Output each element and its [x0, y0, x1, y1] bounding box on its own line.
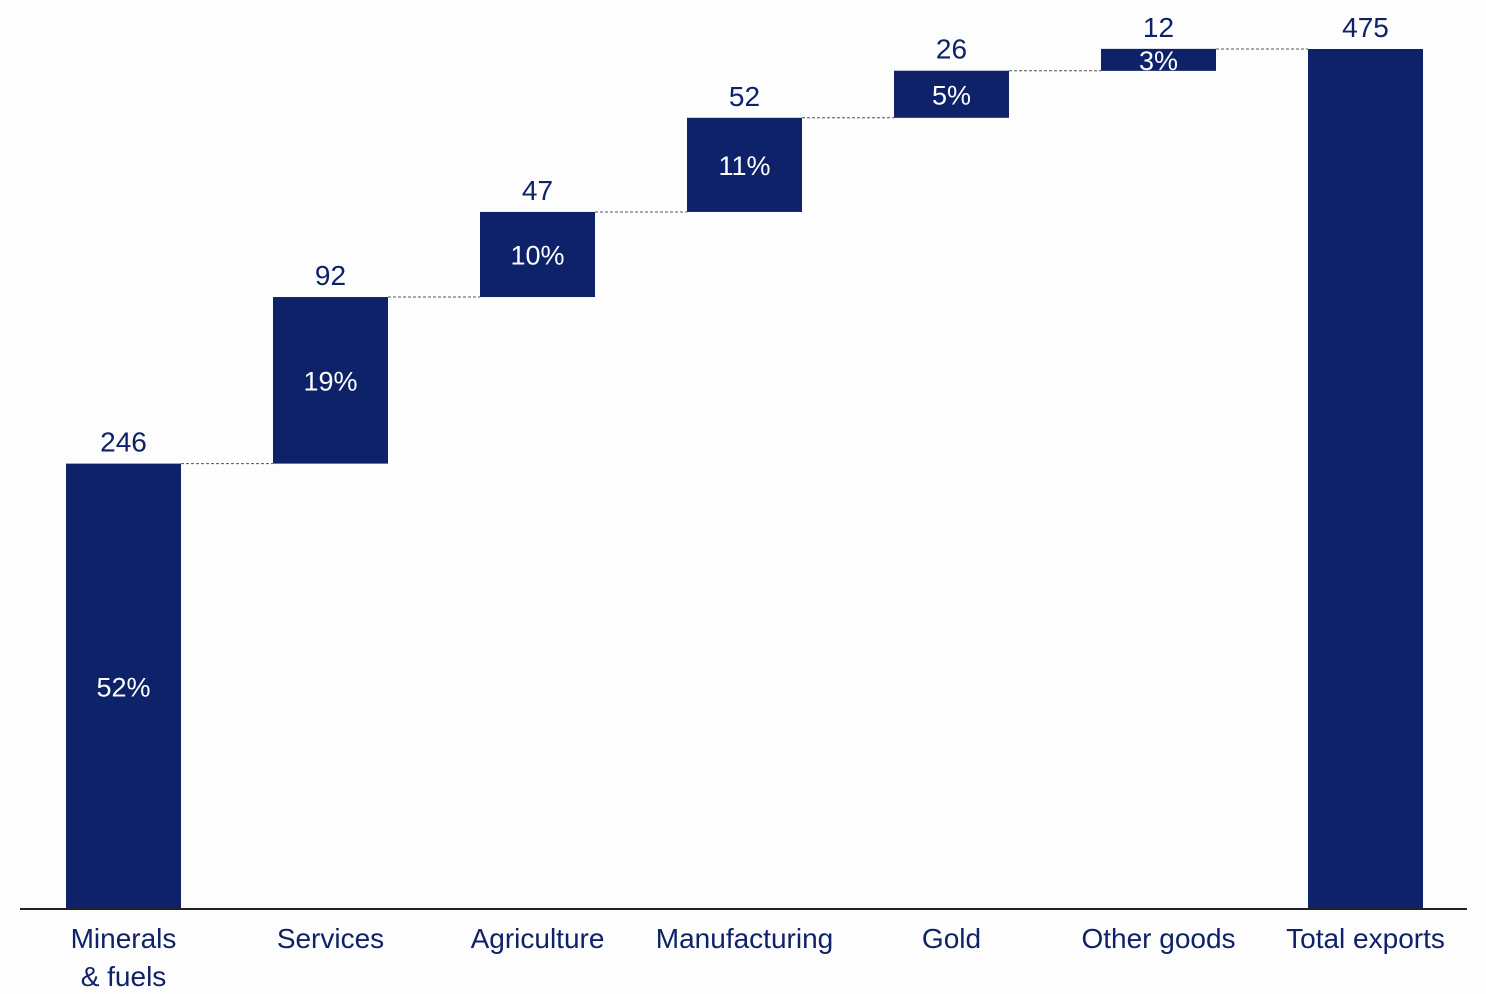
category-label-5: Other goods	[1081, 923, 1235, 954]
bar-4	[894, 70, 1009, 118]
share-label-4: 5%	[932, 80, 971, 110]
value-labels: 246 92 47 52 26 12 475	[100, 12, 1389, 458]
value-label-5: 12	[1143, 12, 1174, 43]
category-labels: Minerals & fuels Services Agriculture Manufa…	[71, 923, 1445, 992]
value-label-1: 92	[315, 260, 346, 291]
connector-lines	[181, 48, 1308, 465]
category-label-0: Minerals & fuels	[71, 923, 177, 992]
bars	[66, 48, 1423, 909]
category-label-3: Manufacturing	[656, 923, 833, 954]
value-label-3: 52	[729, 81, 760, 112]
bar-6	[1308, 49, 1423, 909]
category-label-4: Gold	[922, 923, 981, 954]
share-label-1: 19%	[303, 366, 357, 396]
bar-3	[687, 117, 802, 212]
share-labels: 52% 19% 10% 11% 5% 3%	[96, 46, 1178, 702]
value-label-4: 26	[936, 34, 967, 65]
value-label-2: 47	[522, 175, 553, 206]
bar-1	[273, 297, 388, 464]
category-label-6: Total exports	[1286, 923, 1445, 954]
bar-5	[1101, 48, 1216, 71]
category-label-2: Agriculture	[471, 923, 605, 954]
bar-2	[480, 211, 595, 298]
share-label-2: 10%	[510, 240, 564, 270]
share-label-3: 11%	[718, 151, 770, 181]
value-label-0: 246	[100, 427, 147, 458]
bar-0	[66, 463, 181, 909]
share-label-5: 3%	[1139, 46, 1178, 76]
category-label-1: Services	[277, 923, 384, 954]
share-label-0: 52%	[96, 672, 150, 702]
value-label-6: 475	[1342, 12, 1389, 43]
